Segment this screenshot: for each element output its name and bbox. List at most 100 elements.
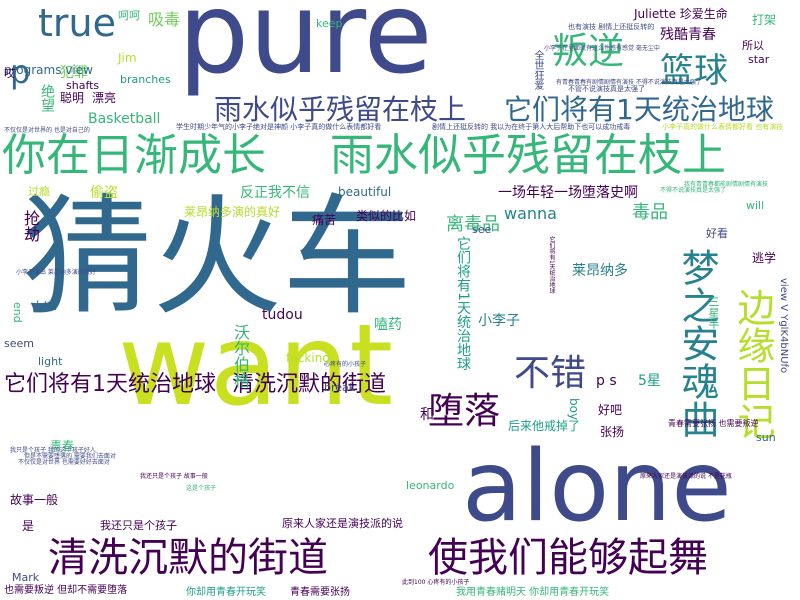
cloud-word-hehe: 呵呵 [118,9,140,22]
cloud-word-boy: boy [567,398,581,421]
cloud-phrase-not-vase: 原来人家还是演技派的说 不是花瓶 [640,473,732,480]
cloud-word-despair: 绝望 [39,84,55,112]
cloud-phrase-rule-earth-2: 它们将有1天统治地球 [4,372,216,397]
cloud-word-break: break [324,381,356,394]
cloud-word-take-drugs: 吸毒 [148,10,181,29]
cloud-word-sun: sun [756,431,776,444]
cloud-word-requiem: 梦之安魂曲 [675,248,719,438]
cloud-word-branches: branches [120,73,171,86]
cloud-phrase-just-kid-good: 我只是个孩子 我的这个孩子好人 [10,447,96,454]
cloud-phrase-pity-kid-2: 此到100 心疼有的小孩子 [402,579,470,586]
cloud-word-thrilling: 过瘾 [28,185,50,198]
cloud-word-want: want [118,301,394,431]
cloud-phrase-wash-streets: 清洗沉默的街道 [48,535,328,581]
cloud-phrase-not-need-fall: 但是不需要堕落的 需要我们去面对 [24,453,116,460]
cloud-word-alone: alone [462,430,732,544]
cloud-phrase-similar: 类似的比如 [356,209,417,223]
cloud-word-ok: 好吧 [598,403,623,417]
cloud-phrase-plot-twist: 剧情上还挺反转的 我以为在终于第人大后帮助下也可以成功戒毒 [432,123,631,131]
cloud-phrase-young-fall: 一场年轻一场堕落史啊 [498,185,638,201]
cloud-word-shafts: shafts [66,79,100,92]
cloud-phrase-world-self: 不仅仅是对世界的 也是对自己的 [4,127,90,134]
cloud-phrase-pity-kid: 心疼有的小孩子 [324,361,367,368]
cloud-word-mark: Mark [12,571,40,584]
cloud-phrase-kid-average: 我还只是个孩子 故事一般 [140,473,208,480]
cloud-phrase-youth-plot: 有青春青春有剧情剧情有演技 不得不说演技真是太强了 [556,79,702,86]
cloud-word-flamboyant: 张扬 [600,425,625,439]
cloud-phrase-dance: 使我们能够起舞 [428,535,708,581]
cloud-word-seem: seem [4,337,34,350]
cloud-word-cruel-youth: 残酷青春 [660,27,716,43]
cloud-phrase-rule-earth-4: 它们将有1天统治地球 [548,236,555,294]
cloud-word-theft: 偷盗 [90,185,118,201]
cloud-word-not-bad: 不错 [514,353,587,394]
cloud-phrase-acting-school: 原来人家还是演技派的说 [282,517,403,530]
cloud-phrase-this-kid: 这是个孩子 [186,485,217,492]
cloud-word-btw: btw [36,299,59,313]
cloud-word-so: 所以 [742,39,764,52]
cloud-word-true: true [38,1,116,45]
cloud-phrase-rebel-not-fall: 也需要叛逆 但却不需要堕落 [4,585,128,596]
cloud-phrase-joke-youth: 你却用青春开玩笑 [186,587,266,598]
cloud-word-drug-use: 嗑药 [374,317,402,333]
cloud-word-wahlberg: 沃尔伯格 [231,324,250,388]
cloud-phrase-dont-believe: 反正我不信 [240,185,310,201]
cloud-word-cai-huo-che: 猜火车 [22,181,413,333]
cloud-word-wanna: wanna [504,204,557,223]
cloud-word-jim: Jim [118,51,137,65]
cloud-word-5-stars: 5星 [638,373,661,389]
cloud-word-will: will [746,199,765,212]
cloud-phrase-wash-2: 清洗沉默的街道 [232,372,387,397]
cloud-word-tudou: tudou [262,307,303,323]
cloud-phrase-youth-needs-2: 青春需要张扬 也需要叛逆 [668,419,759,428]
cloud-word-drugs: 毒品 [632,202,668,223]
cloud-word-fucking: fucking [286,351,330,365]
cloud-word-three-half-stars: 三星半 [707,296,720,329]
cloud-word-p: p [10,53,31,91]
cloud-word-see: see [472,223,492,236]
cloud-word-clever: 聪明 [60,91,85,105]
cloud-word-view-id: view V YglK4bNUfo [778,278,789,374]
cloud-word-fight: 打架 [752,13,777,27]
cloud-phrase-face-world: 不仅仅是对世界 也需要好好去面对 [18,459,110,466]
cloud-word-leonardo: leonardo [406,479,455,492]
cloud-word-youth: 青春 [50,439,75,453]
cloud-word-pure: pure [178,0,433,99]
cloud-word-fall: 堕落 [428,391,501,432]
cloud-word-nice: 好看 [706,227,728,240]
cloud-word-basketball: Basketball [88,111,161,127]
cloud-phrase-sexy: 小李子在里面就有这么性感有感觉 毫无尘中 [544,45,660,52]
cloud-phrase-youth-needs: 青春需要张扬 [290,587,350,598]
cloud-phrase-bet-tomorrow: 我用青春赌明天 你却用青春开玩笑 [456,587,610,598]
cloud-word-beautiful: beautiful [338,185,392,199]
cloud-word-pretty: 漂亮 [92,91,117,105]
cloud-phrase-rain-branches: 雨水似乎残留在枝上 [330,130,726,181]
cloud-word-is: 是 [22,519,35,533]
cloud-phrase-leo-face: 学生时期少年气的小李子绝对是神颜 小李子真的做什么表情都好看 [176,123,382,131]
cloud-word-rebel: 叛逆 [552,31,625,72]
cloud-word-pain: 痛苦 [312,213,337,227]
cloud-phrase-rule-earth: 它们将有1天统治地球 [504,93,774,126]
cloud-word-light: light [38,355,63,368]
cloud-word-leonardo-cn: 莱昂纳多 [572,263,628,279]
cloud-phrase-juliette: Juliette 珍爱生命 [634,7,728,21]
cloud-word-world-crazy: 全世狂爱 [532,50,543,90]
cloud-word-star: star [748,53,770,66]
cloud-phrase-youth-acting: 我有青青春都能剧情剧情有演技 [684,181,769,188]
cloud-word-end: end [11,302,24,323]
cloud-word-off-drugs: 离毒品 [446,214,500,235]
cloud-word-and: 和 [420,407,434,423]
cloud-word-diaries: 边缘日记 [731,288,775,440]
cloud-phrase-acting-twist: 也有演技 剧情上还挺反转的 [568,23,655,31]
cloud-word-keep: keep [316,17,343,30]
cloud-word-ai: 哎 [4,67,15,80]
cloud-phrase-leo-good: 莱昂纳多演的真好 [184,205,281,219]
cloud-phrase-leo-performance: 小李子演出 莱昂纳多演的真好 [16,269,96,276]
cloud-phrase-must-say: 不得不说演技真是太强了 [660,187,727,194]
cloud-word-crime: 犯罪 [60,65,88,81]
cloud-phrase-average-story: 故事一般 [10,493,59,507]
cloud-word-robbery: 抢劫 [21,210,40,242]
cloud-phrase-acting-strong: 不管不说演技真是太强了 [568,85,645,93]
cloud-phrase-growing: 你在日渐成长 [2,130,266,181]
